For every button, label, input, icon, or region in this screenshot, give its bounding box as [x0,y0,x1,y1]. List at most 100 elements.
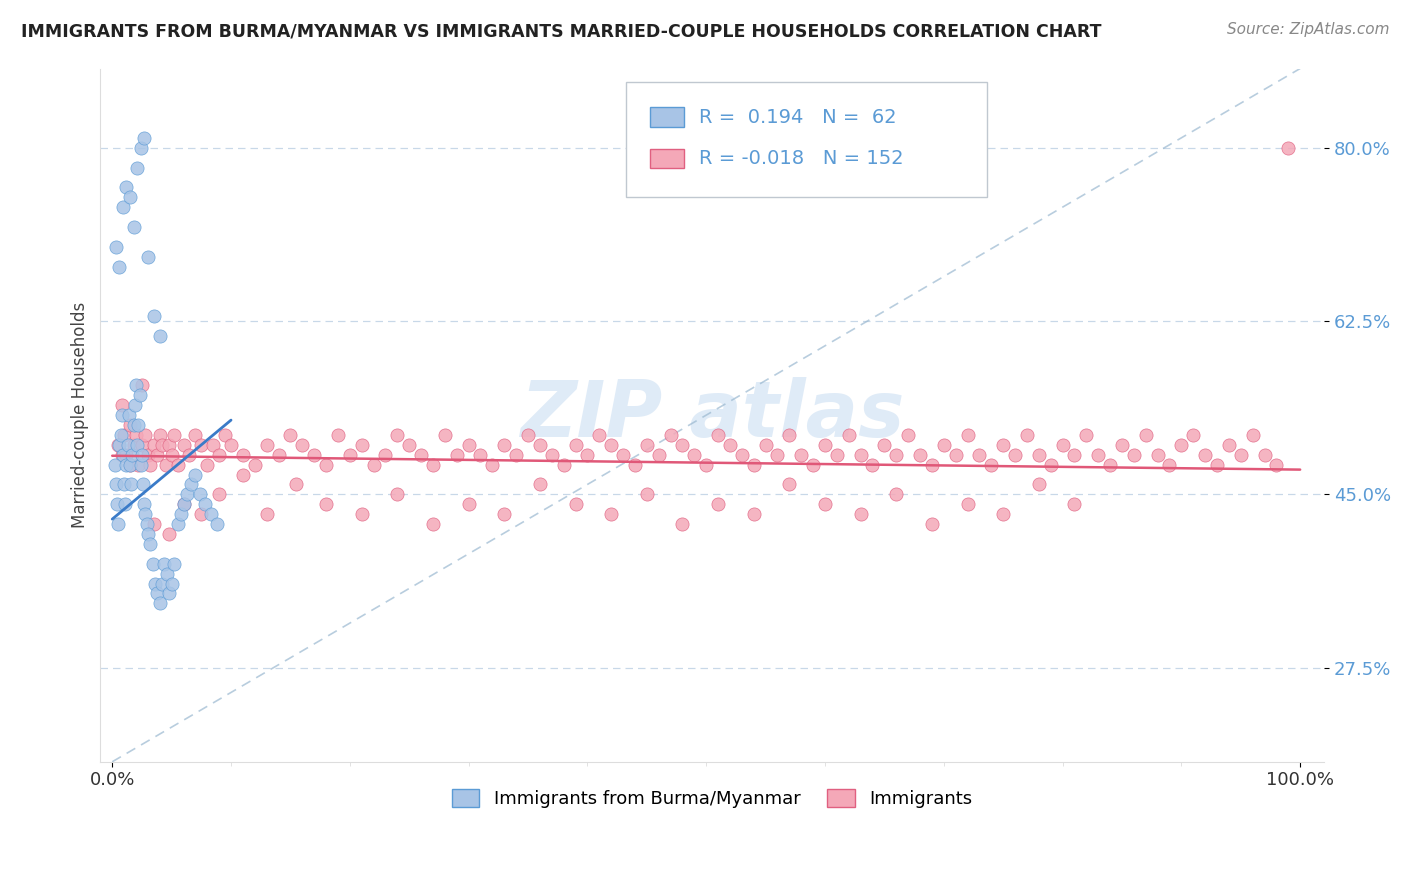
Point [267,448,290,462]
Point [647,448,669,462]
Point [921,458,943,472]
Point [214,428,236,442]
Point [127,161,149,175]
Point [208,448,231,462]
Point [149,596,172,610]
Point [107,517,129,532]
Point [190,438,212,452]
Point [157,438,180,452]
Point [122,438,145,452]
Point [173,497,195,511]
Point [731,448,754,462]
Point [1241,428,1264,442]
Point [494,507,516,521]
Point [884,487,907,501]
Point [232,467,254,482]
Point [814,497,837,511]
Point [588,428,610,442]
Point [659,428,682,442]
Point [163,428,186,442]
Point [849,448,872,462]
Point [422,458,444,472]
Point [529,438,551,452]
Point [110,428,132,442]
Point [945,448,967,462]
Point [131,448,153,462]
Point [118,190,141,204]
Point [142,557,165,571]
Point [136,527,159,541]
Point [104,240,127,254]
Point [136,250,159,264]
Point [956,428,979,442]
Point [1265,458,1288,472]
Point [150,438,173,452]
Point [1028,448,1050,462]
Point [683,448,706,462]
Point [742,458,765,472]
Point [991,507,1014,521]
Point [285,477,308,491]
Point [115,458,138,472]
Point [707,497,730,511]
Point [1063,497,1085,511]
Point [139,458,162,472]
Point [128,388,150,402]
Point [636,487,658,501]
Point [1229,448,1251,462]
Point [1052,438,1074,452]
Point [755,438,778,452]
Point [576,448,599,462]
Point [671,438,693,452]
Point [115,180,138,194]
Point [160,576,183,591]
Point [129,458,152,472]
Point [150,576,173,591]
Point [127,458,149,472]
Point [494,438,516,452]
Point [111,408,134,422]
Point [208,487,231,501]
Point [153,557,176,571]
Point [374,448,396,462]
Point [1253,448,1275,462]
Point [256,438,278,452]
Point [118,458,141,472]
Point [897,428,920,442]
Point [111,448,134,462]
Point [166,458,188,472]
Point [205,517,228,532]
Point [108,438,131,452]
Point [387,487,409,501]
Point [243,458,266,472]
Point [1194,448,1216,462]
Point [219,438,242,452]
Point [118,418,141,433]
Point [111,398,134,412]
Point [742,507,765,521]
Point [1004,448,1026,462]
Point [422,517,444,532]
Point [1028,477,1050,491]
Point [778,477,800,491]
Point [173,497,195,511]
Point [118,458,141,472]
Point [157,527,180,541]
Point [849,507,872,521]
Point [1135,428,1157,442]
Point [600,438,623,452]
Point [612,448,634,462]
Point [446,448,468,462]
Point [149,329,172,343]
Point [457,497,479,511]
Point [1039,458,1062,472]
Point [142,438,165,452]
Point [540,448,562,462]
Point [202,438,225,452]
Point [814,438,837,452]
Point [117,438,139,452]
Point [104,477,127,491]
Point [766,448,789,462]
Point [142,309,165,323]
Point [1170,438,1192,452]
